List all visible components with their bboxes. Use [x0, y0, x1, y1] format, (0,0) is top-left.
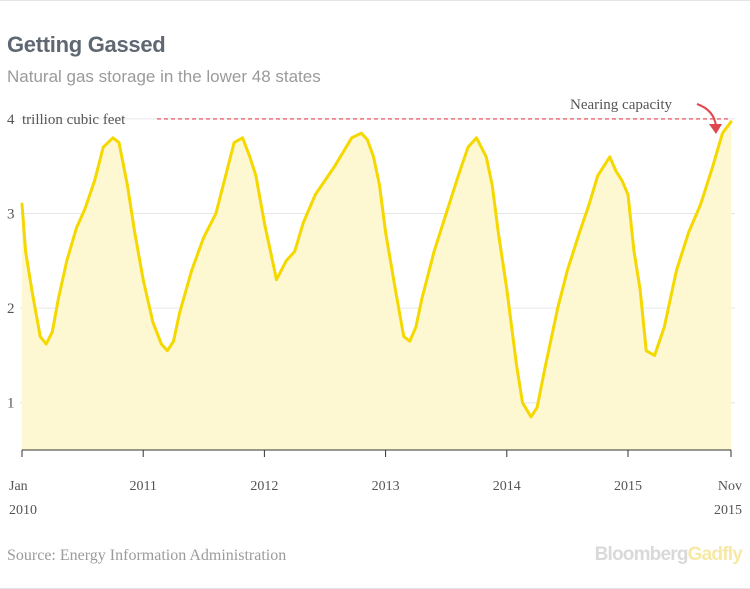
y-tick-label: 2: [7, 301, 15, 317]
top-border: [0, 0, 750, 1]
brand-logo-part2: Gadfly: [687, 544, 743, 565]
source-note: Source: Energy Information Administratio…: [7, 547, 287, 564]
brand-logo-part1: Bloomberg: [594, 544, 689, 565]
x-axis: Jan 2010 2011 2012 2013 2014 2015 Nov 2015: [9, 449, 742, 518]
x-tick-label: Nov: [718, 479, 742, 494]
x-tick-year-label: 2010: [9, 503, 37, 518]
nearing-capacity-label: Nearing capacity: [570, 97, 673, 113]
annotation-arrow-icon: [696, 103, 717, 127]
x-tick-label: 2013: [372, 479, 400, 494]
x-tick-label: 2011: [129, 479, 156, 494]
annotation-arrowhead-icon: [709, 124, 722, 134]
brand-logo: BloombergGadfly: [594, 544, 743, 566]
x-tick-label: Jan: [9, 479, 28, 494]
y-tick-label: 1: [7, 396, 15, 412]
y-tick-label: 4: [7, 112, 15, 128]
y-tick-label: 3: [7, 207, 15, 223]
chart-area: 1 2 3 4 trillion cubic feet Jan 2010 2011 2012 2…: [7, 97, 742, 518]
chart-title: Getting Gassed: [7, 32, 166, 57]
y-axis-ticks: 1 2 3 4 trillion cubic feet: [7, 112, 126, 412]
x-tick-label: 2014: [493, 479, 521, 494]
x-tick-label: 2012: [250, 479, 278, 494]
series-line: [20, 120, 733, 419]
x-tick-label: 2015: [614, 479, 642, 494]
chart-subtitle: Natural gas storage in the lower 48 stat…: [7, 67, 321, 86]
y-unit-label: trillion cubic feet: [22, 112, 126, 128]
series-area-fill: [22, 121, 731, 451]
x-tick-year-label: 2015: [714, 503, 742, 518]
